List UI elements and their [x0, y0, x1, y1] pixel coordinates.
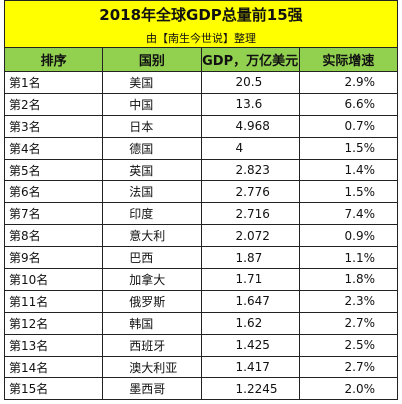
table-row: 第7名 印度 2.716 7.4% [3, 202, 399, 226]
gdp-cell: 1.417 [200, 355, 300, 379]
header-country: 国别 [102, 47, 202, 72]
growth-cell: 1.4% [298, 158, 399, 182]
table-row: 第6名 法国 2.776 1.5% [3, 180, 399, 204]
growth-cell: 2.7% [298, 355, 399, 379]
table-row: 第11名 俄罗斯 1.647 2.3% [3, 289, 399, 313]
table-row: 第3名 日本 4.968 0.7% [3, 114, 399, 138]
table-title: 2018年全球GDP总量前15强 [4, 0, 398, 28]
country-cell: 法国 [102, 180, 202, 204]
growth-cell: 2.5% [298, 333, 399, 357]
growth-cell: 1.5% [298, 180, 399, 204]
growth-cell: 2.9% [298, 71, 399, 94]
title-row: 2018年全球GDP总量前15强 [4, 0, 398, 28]
country-cell: 韩国 [102, 311, 202, 335]
rank-cell: 第8名 [3, 224, 104, 248]
gdp-cell: 2.823 [200, 158, 300, 182]
gdp-cell: 1.425 [200, 333, 300, 357]
growth-cell: 2.3% [298, 289, 399, 313]
country-cell: 美国 [102, 71, 202, 94]
rank-cell: 第12名 [3, 311, 104, 335]
rank-cell: 第13名 [3, 333, 104, 357]
growth-cell: 6.6% [298, 92, 399, 116]
growth-cell: 0.9% [298, 224, 399, 248]
rank-cell: 第3名 [3, 114, 104, 138]
gdp-cell: 1.647 [200, 289, 300, 313]
growth-cell: 1.8% [298, 268, 399, 291]
table-row: 第15名 墨西哥 1.2245 2.0% [3, 377, 399, 401]
rank-cell: 第2名 [3, 92, 104, 116]
table-row: 第8名 意大利 2.072 0.9% [3, 224, 399, 248]
table-body: 第1名 美国 20.5 2.9% 第2名 中国 13.6 6.6% 第3名 日本 4.968 0.7%… [3, 71, 399, 401]
rank-cell: 第10名 [3, 268, 104, 291]
table-row: 第14名 澳大利亚 1.417 2.7% [3, 355, 399, 379]
rank-cell: 第1名 [3, 71, 104, 94]
gdp-cell: 13.6 [200, 92, 300, 116]
table-row: 第9名 巴西 1.87 1.1% [3, 246, 399, 270]
rank-cell: 第9名 [3, 246, 104, 270]
header-growth: 实际增速 [298, 47, 399, 72]
gdp-cell: 4.968 [200, 114, 300, 138]
column-header-row: 排序 国别 GDP，万亿美元 实际增速 [3, 47, 399, 72]
rank-cell: 第6名 [3, 180, 104, 204]
country-cell: 印度 [102, 202, 202, 226]
gdp-cell: 1.62 [200, 311, 300, 335]
gdp-cell: 2.716 [200, 202, 300, 226]
country-cell: 澳大利亚 [102, 355, 202, 379]
country-cell: 英国 [102, 158, 202, 182]
header-rank: 排序 [3, 47, 104, 72]
subtitle-row: 由【南生今世说】整理 [4, 28, 398, 48]
table-row: 第12名 韩国 1.62 2.7% [3, 311, 399, 335]
gdp-cell: 2.072 [200, 224, 300, 248]
gdp-cell: 20.5 [200, 71, 300, 94]
gdp-cell: 4 [200, 136, 300, 160]
growth-cell: 2.0% [298, 377, 399, 401]
table-row: 第4名 德国 4 1.5% [3, 136, 399, 160]
gdp-cell: 1.87 [200, 246, 300, 270]
table-row: 第13名 西班牙 1.425 2.5% [3, 333, 399, 357]
table-row: 第5名 英国 2.823 1.4% [3, 158, 399, 182]
rank-cell: 第5名 [3, 158, 104, 182]
gdp-cell: 1.2245 [200, 377, 300, 401]
gdp-ranking-sheet: 2018年全球GDP总量前15强 由【南生今世说】整理 排序 国别 GDP，万亿… [3, 0, 399, 401]
gdp-cell: 1.71 [200, 268, 300, 291]
country-cell: 德国 [102, 136, 202, 160]
country-cell: 巴西 [102, 246, 202, 270]
growth-cell: 7.4% [298, 202, 399, 226]
growth-cell: 1.1% [298, 246, 399, 270]
country-cell: 意大利 [102, 224, 202, 248]
country-cell: 墨西哥 [102, 377, 202, 401]
growth-cell: 0.7% [298, 114, 399, 138]
table-row: 第2名 中国 13.6 6.6% [3, 92, 399, 116]
header-gdp: GDP，万亿美元 [200, 47, 300, 72]
growth-cell: 1.5% [298, 136, 399, 160]
country-cell: 俄罗斯 [102, 289, 202, 313]
rank-cell: 第4名 [3, 136, 104, 160]
growth-cell: 2.7% [298, 311, 399, 335]
rank-cell: 第14名 [3, 355, 104, 379]
rank-cell: 第11名 [3, 289, 104, 313]
table-row: 第10名 加拿大 1.71 1.8% [3, 268, 399, 291]
gdp-table: 2018年全球GDP总量前15强 由【南生今世说】整理 排序 国别 GDP，万亿… [3, 0, 399, 401]
rank-cell: 第15名 [3, 377, 104, 401]
gdp-cell: 2.776 [200, 180, 300, 204]
table-row: 第1名 美国 20.5 2.9% [3, 71, 399, 94]
rank-cell: 第7名 [3, 202, 104, 226]
country-cell: 中国 [102, 92, 202, 116]
table-subtitle: 由【南生今世说】整理 [4, 28, 398, 48]
country-cell: 加拿大 [102, 268, 202, 291]
country-cell: 日本 [102, 114, 202, 138]
country-cell: 西班牙 [102, 333, 202, 357]
